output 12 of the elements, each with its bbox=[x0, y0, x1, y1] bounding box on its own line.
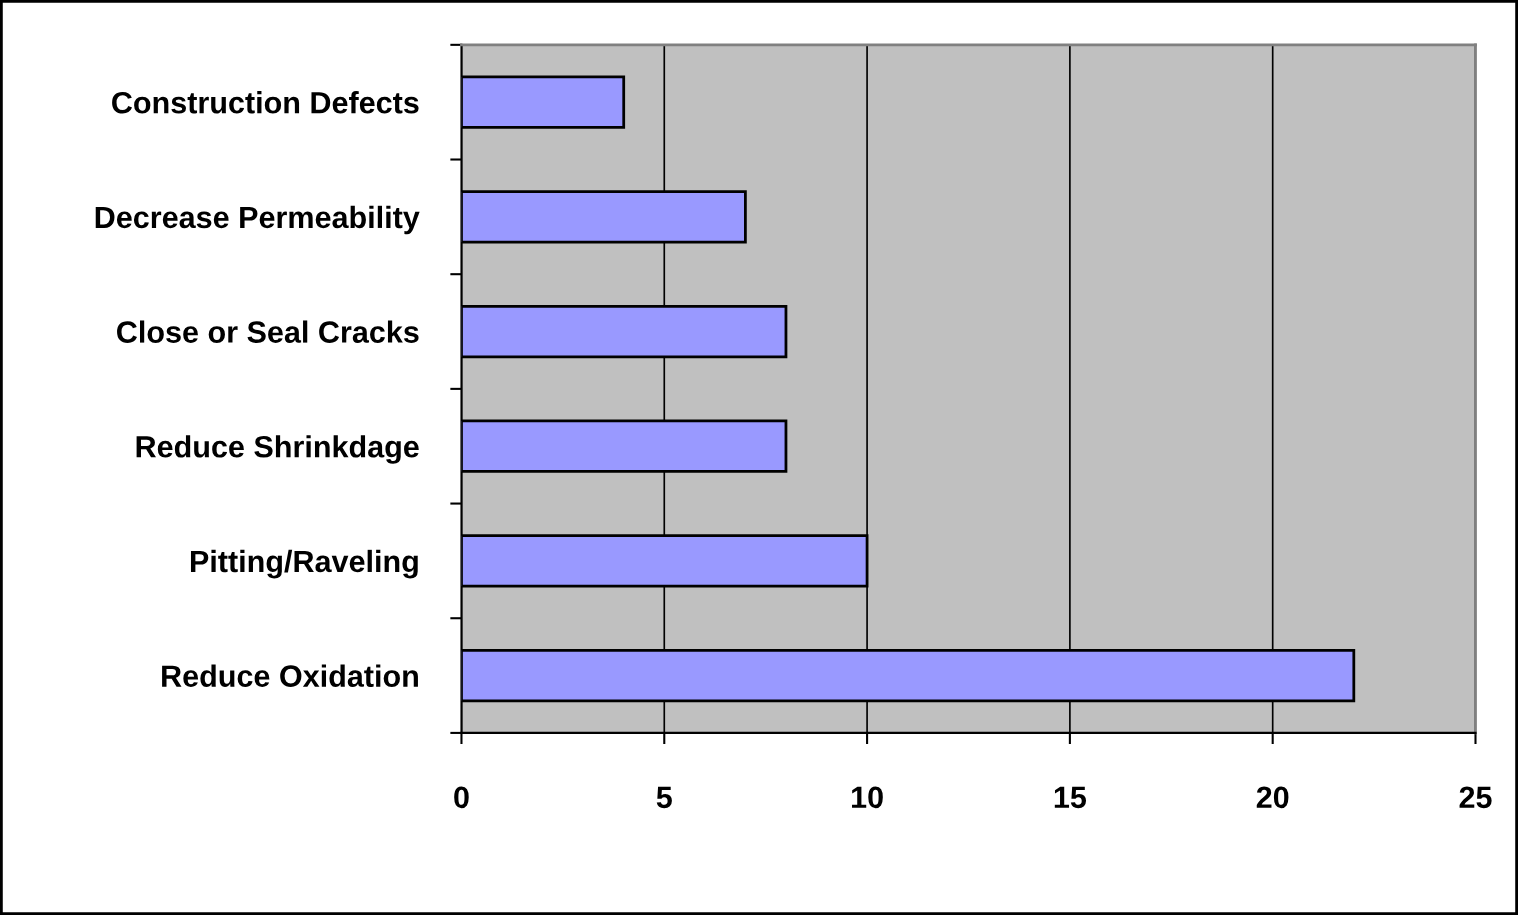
x-tick-label: 0 bbox=[454, 786, 469, 809]
y-tick-label: Close or Seal Cracks bbox=[117, 320, 419, 343]
x-tick-label: 5 bbox=[656, 786, 672, 809]
x-tick-label: 10 bbox=[852, 786, 883, 809]
y-tick-label: Pitting/Raveling bbox=[190, 549, 418, 579]
x-tick-label: 20 bbox=[1256, 786, 1289, 809]
x-tick-label: 15 bbox=[1054, 786, 1087, 809]
y-tick-label: Decrease Permeability bbox=[95, 205, 420, 235]
y-tick-label: Reduce Oxidation bbox=[162, 664, 418, 687]
y-tick-label: Reduce Shrinkdage bbox=[136, 435, 419, 464]
x-tick-label: 25 bbox=[1459, 786, 1492, 809]
y-tick-label: Construction Defects bbox=[112, 91, 419, 114]
